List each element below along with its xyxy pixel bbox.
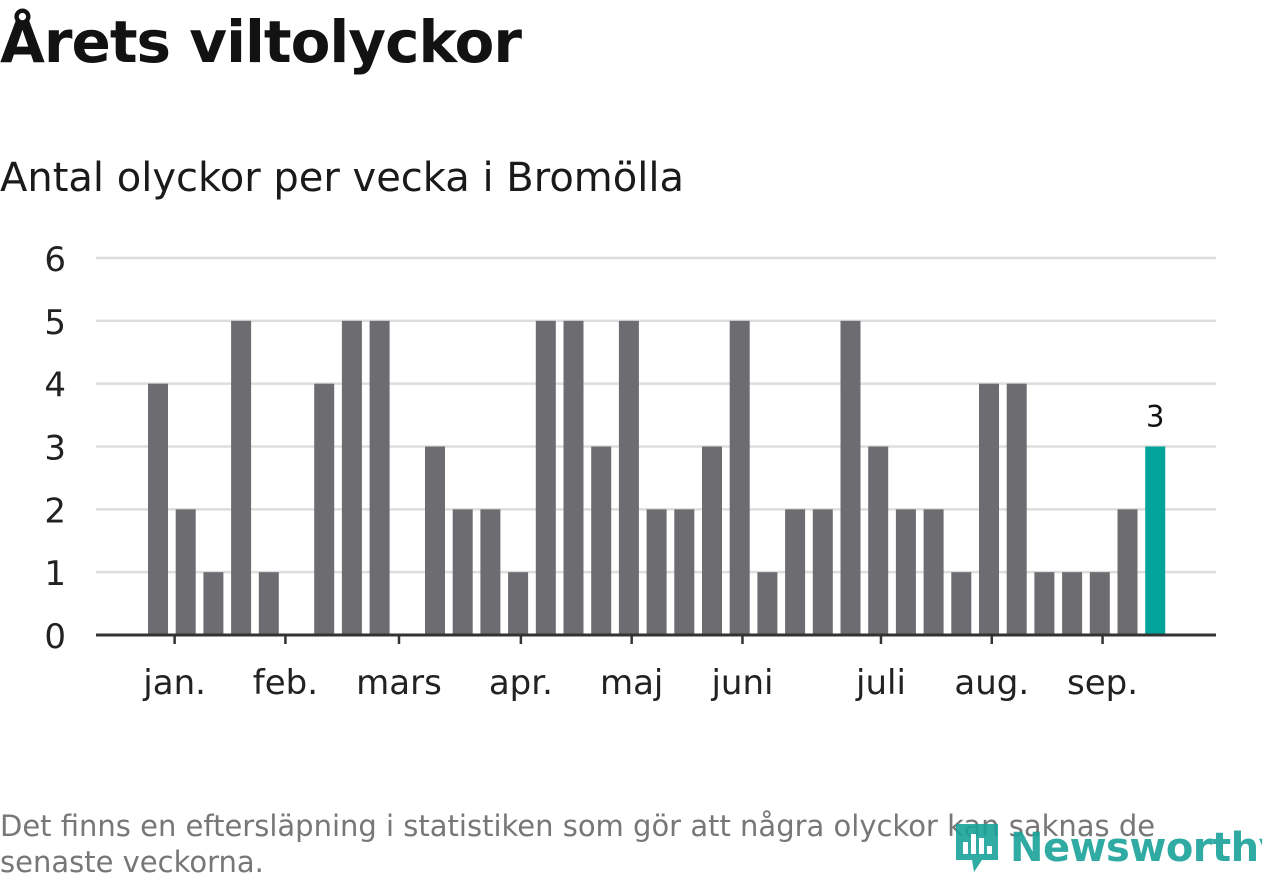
y-tick-label: 0 [44,617,66,657]
bar [480,509,501,635]
bar [1062,572,1083,635]
chart-title: Årets viltolyckor [0,8,522,76]
bar-chart: 0 1 2 3 4 5 6 jan. feb. mars apr. maj juni juli aug. s… [44,240,1216,703]
x-tick-label: sep. [1067,663,1138,703]
bar [425,446,445,635]
y-tick-label: 3 [44,429,66,469]
x-tick-label: juni [710,663,773,703]
bar [868,446,889,635]
bar [840,320,861,635]
bar [702,446,722,635]
bar [812,509,833,635]
bar [785,509,806,635]
x-tick-label: maj [600,663,663,703]
x-tick-label: juli [855,663,906,703]
bar [341,320,362,635]
bar [674,509,695,635]
newsworthy-logo: Newsworthy [952,820,1262,876]
bar [369,320,390,635]
bar [175,509,196,635]
x-tick-label: aug. [954,663,1029,703]
bar [1006,383,1027,635]
newsworthy-logo-icon [956,824,998,872]
bar [203,572,224,635]
bar [979,383,999,635]
x-tick-label: jan. [142,663,206,703]
bar [591,446,612,635]
x-axis: jan. feb. mars apr. maj juni juli aug. sep. [96,633,1216,703]
bar [1117,509,1138,635]
bar [452,509,473,635]
logo-text: Newsworthy [1010,825,1262,871]
y-tick-label: 2 [44,491,66,531]
bar [1034,572,1055,635]
bar [646,509,667,635]
y-tick-label: 1 [44,554,66,594]
highlight-value-label: 3 [1146,400,1164,434]
y-tick-label: 4 [44,366,66,406]
bar [258,572,279,635]
y-axis-ticks: 0 1 2 3 4 5 6 [44,240,66,657]
bar [535,320,556,635]
data-labels: 3 [1146,400,1164,434]
bar [508,572,529,635]
bar [729,320,750,635]
bar [951,572,972,635]
x-tick-label: feb. [253,663,318,703]
y-tick-label: 6 [44,240,66,280]
chart-subtitle: Antal olyckor per vecka i Bromölla [0,155,684,201]
bar [231,320,252,635]
x-tick-label: mars [356,663,442,703]
bar [563,320,584,635]
bar [895,509,916,635]
bar [314,383,335,635]
y-tick-label: 5 [44,303,66,343]
bars [148,320,1166,635]
bar [618,320,639,635]
bar-highlight [1145,446,1166,635]
grid-lines [96,256,1216,574]
x-tick-label: apr. [489,663,553,703]
bar [148,383,168,635]
bar [757,572,778,635]
bar [1089,572,1110,635]
bar [923,509,944,635]
